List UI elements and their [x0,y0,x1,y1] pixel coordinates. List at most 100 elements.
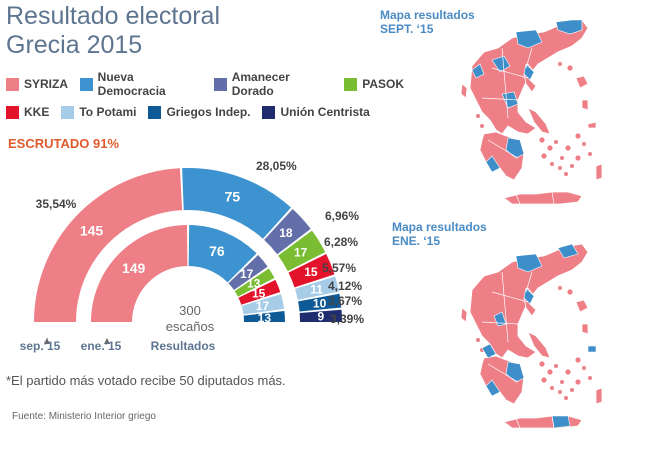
map-region-nd [491,55,511,73]
map-label-ene-line2: ENE. ‘15 [392,234,441,248]
map-island [538,270,542,274]
map-region-corfu [460,307,468,323]
map-label-ene-line1: Mapa resultados [392,220,487,234]
map-border [487,363,519,383]
footnote: *El partido más votado recibe 50 diputad… [6,373,286,388]
map-island [567,289,573,295]
legend-swatch [148,105,162,119]
escrutado-label: ESCRUTADO 91% [8,136,120,151]
vote-percent-label: 35,54% [36,197,77,211]
legend-item: To Potami [61,105,136,119]
seat-arc-ene [228,254,268,291]
map-region-nd [505,361,525,383]
legend-swatch [80,77,93,91]
map-region-euboea [527,331,551,359]
map-island [547,369,553,375]
map-island [547,145,553,151]
title-line-1: Resultado electoral [6,2,221,30]
map-region-chios [581,99,589,111]
seat-arc-sep [34,168,183,322]
map-region-nd [471,63,485,79]
vote-percent-label: 6,96% [325,209,359,223]
legend-label: PASOK [362,77,404,91]
seat-count-label: 15 [252,287,266,301]
map-island [575,155,581,161]
map-border [481,97,519,101]
map-region-nd [485,379,501,397]
map-island [554,140,558,144]
legend-label: Griegos Indep. [166,105,251,119]
seat-arc-sep [278,230,326,272]
map-label-ene: Mapa resultados ENE. ‘15 [392,220,487,248]
map-island [541,377,547,383]
map-border [551,191,555,205]
map-region-nd [555,19,583,35]
map-island [539,361,545,367]
map-region-nd [523,287,535,305]
map-island [564,396,568,400]
map-island [560,380,564,384]
ring-pointer-ene [104,338,110,344]
map-island [554,364,558,368]
parliament-chart: 145751817151110914976171315171335,54%28,… [20,159,365,353]
map-island [539,137,545,143]
legend-swatch [214,77,227,91]
seat-arc-ene [234,268,275,297]
seat-arc-ene [241,294,285,315]
map-island [564,172,568,176]
seat-count-label: 18 [279,226,293,240]
map-region-nd [515,253,543,273]
vote-percent-label: 28,05% [256,159,297,173]
seat-count-label: 9 [318,310,325,324]
legend-swatch [61,105,75,119]
map-island [538,46,542,50]
legend-item: KKE [6,105,49,119]
vote-percent-label: 5,57% [322,261,356,275]
vote-percent-label: 3,39% [330,312,364,326]
center-seats-word: escaños [166,319,215,334]
seat-count-label: 17 [294,245,308,259]
seat-arc-ene [188,225,257,283]
map-border [525,271,533,293]
legend-row-2: KKE To Potami Griegos Indep. Unión Centrist… [6,101,416,123]
map-region-rhodes [595,387,603,405]
seat-arc-sep [288,254,335,288]
legend-item: Unión Centrista [262,105,370,119]
legend-swatch [6,77,19,91]
source-credit: Fuente: Ministerio Interior griego [12,411,156,422]
map-border [515,417,521,429]
map-island [541,153,547,159]
map-label-sept-line2: SEPT. ‘15 [380,22,434,36]
seat-count-label: 10 [313,297,327,311]
page-title: Resultado electoral Grecia 2015 [6,2,220,60]
seat-arc-sep [298,293,342,312]
map-region-corfu [460,83,468,99]
map-island [560,156,564,160]
legend-row-1: SYRIZA Nueva Democracia Amanecer Dorado PAS… [6,70,416,98]
center-seats-number: 300 [179,303,201,318]
map-island [558,166,562,170]
seat-arc-ene [243,311,285,322]
seat-count-label: 76 [209,243,225,259]
center-results-label: Resultados [151,339,216,353]
vote-percent-label: 3,67% [328,294,362,308]
legend-label: Nueva Democracia [97,70,166,98]
seat-count-label: 13 [258,311,272,325]
seat-count-label: 145 [80,222,104,238]
greece-map-ene [460,243,603,429]
map-border [487,139,519,159]
map-island [550,162,554,166]
map-border [491,291,529,303]
map-island [570,388,574,392]
map-island [575,379,581,385]
map-island [480,124,484,128]
map-label-sept: Mapa resultados SEPT. ‘15 [380,8,475,36]
vote-percent-label: 6,28% [324,235,358,249]
ring-label-sep: sep.’15 [20,338,61,353]
map-island [565,369,571,375]
map-border [481,321,519,325]
map-border [551,415,555,429]
map-island [550,386,554,390]
seat-arc-ene [238,279,281,305]
legend: SYRIZA Nueva Democracia Amanecer Dorado PAS… [6,70,416,129]
